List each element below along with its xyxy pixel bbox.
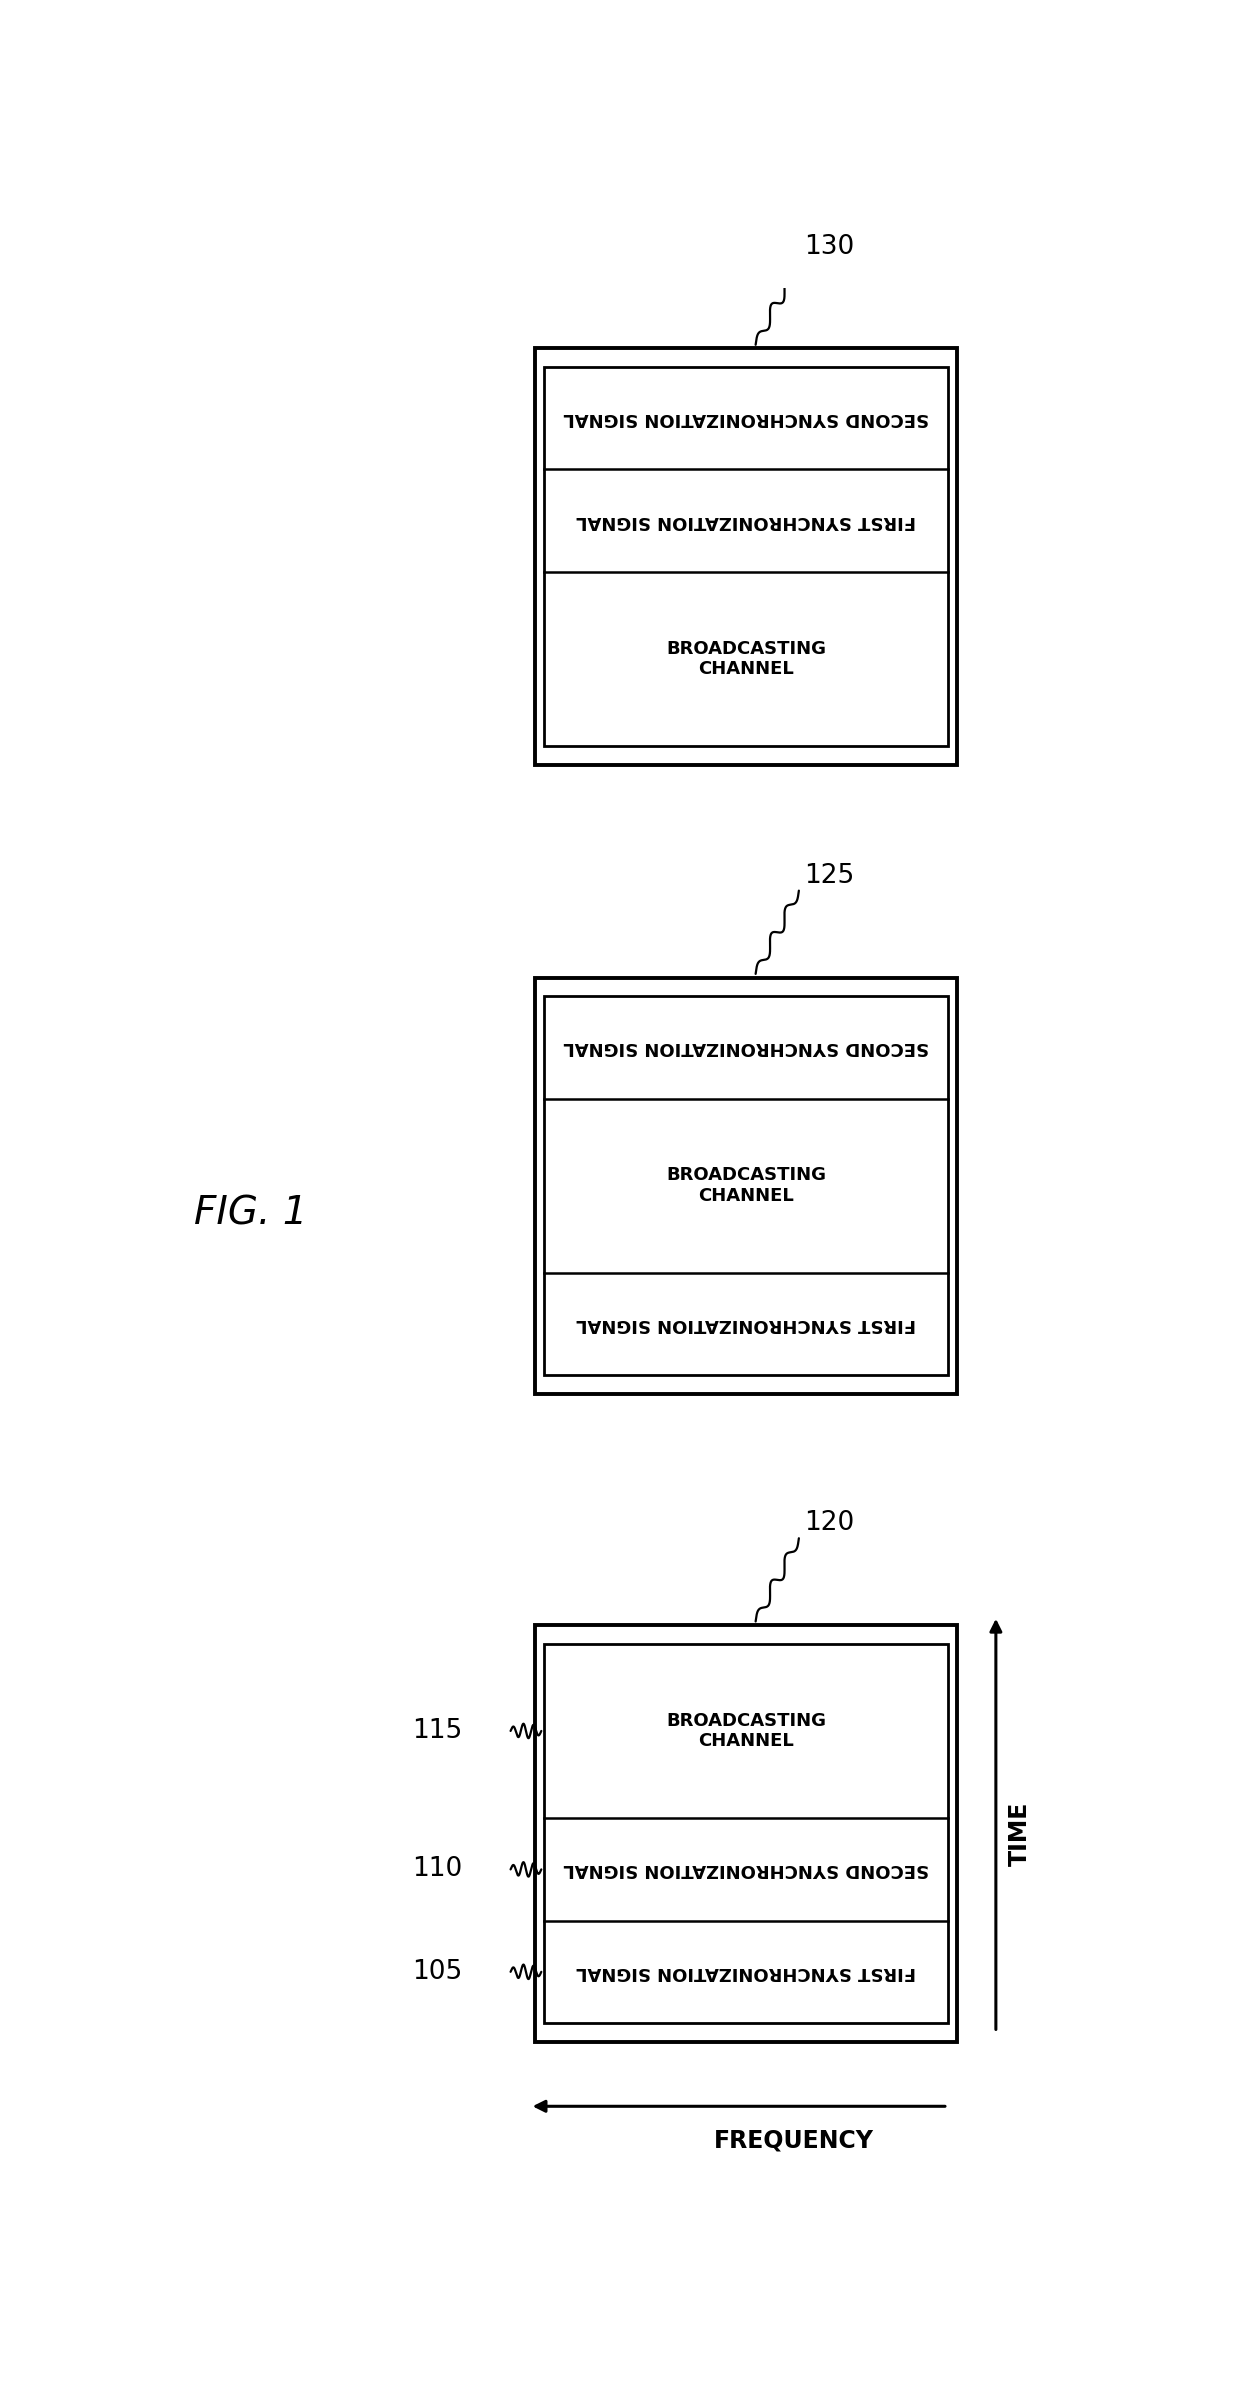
Text: FREQUENCY: FREQUENCY xyxy=(714,2129,874,2153)
Text: 105: 105 xyxy=(412,1958,463,1985)
Text: FIRST SYNCHRONIZATION SIGNAL: FIRST SYNCHRONIZATION SIGNAL xyxy=(577,1314,916,1334)
Bar xyxy=(534,348,957,764)
Text: SECOND SYNCHRONIZATION SIGNAL: SECOND SYNCHRONIZATION SIGNAL xyxy=(563,1860,929,1879)
Text: 130: 130 xyxy=(804,233,854,260)
Text: BROADCASTING
CHANNEL: BROADCASTING CHANNEL xyxy=(666,639,826,678)
Text: 120: 120 xyxy=(804,1511,854,1536)
Text: FIRST SYNCHRONIZATION SIGNAL: FIRST SYNCHRONIZATION SIGNAL xyxy=(577,512,916,529)
Text: BROADCASTING
CHANNEL: BROADCASTING CHANNEL xyxy=(666,1711,826,1749)
Text: SECOND SYNCHRONIZATION SIGNAL: SECOND SYNCHRONIZATION SIGNAL xyxy=(563,1038,929,1057)
Text: FIRST SYNCHRONIZATION SIGNAL: FIRST SYNCHRONIZATION SIGNAL xyxy=(577,1963,916,1980)
Text: FIG. 1: FIG. 1 xyxy=(195,1194,308,1233)
Text: 115: 115 xyxy=(412,1718,463,1745)
Bar xyxy=(534,978,957,1394)
Bar xyxy=(544,368,947,747)
Text: 110: 110 xyxy=(412,1858,463,1882)
Text: TIME: TIME xyxy=(1007,1802,1032,1865)
Bar xyxy=(544,1644,947,2023)
Bar xyxy=(544,997,947,1375)
Bar xyxy=(534,1624,957,2043)
Text: 125: 125 xyxy=(804,863,854,889)
Text: BROADCASTING
CHANNEL: BROADCASTING CHANNEL xyxy=(666,1165,826,1206)
Text: SECOND SYNCHRONIZATION SIGNAL: SECOND SYNCHRONIZATION SIGNAL xyxy=(563,409,929,428)
